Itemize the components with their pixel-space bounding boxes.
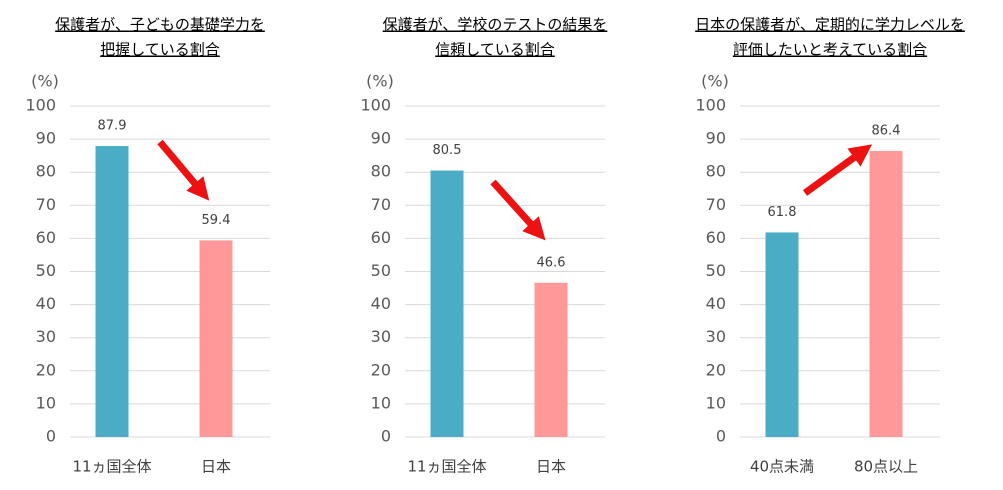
value-label: 59.4: [202, 213, 231, 228]
chart-title: 保護者が、子どもの基礎学力を: [55, 16, 265, 34]
arrow: [490, 179, 546, 241]
chart-title: 保護者が、学校のテストの結果を: [383, 16, 608, 34]
bar: [765, 232, 799, 437]
y-tick-label: 50: [36, 261, 56, 280]
y-tick-label: 40: [706, 294, 726, 313]
y-tick-label: 0: [381, 427, 391, 446]
value-label: 61.8: [768, 205, 797, 220]
y-tick-label: 60: [36, 228, 56, 247]
y-tick-label: 100: [25, 96, 56, 115]
bar: [869, 151, 903, 438]
y-tick-label: 20: [371, 360, 391, 379]
value-label: 46.6: [537, 255, 566, 270]
y-tick-label: 30: [36, 327, 56, 346]
y-tick-label: 70: [36, 195, 56, 214]
value-label: 80.5: [433, 143, 462, 158]
arrow: [157, 139, 210, 201]
chart-title: 評価したいと考えている割合: [733, 41, 927, 59]
bar: [199, 240, 233, 437]
chart-title: 把握している割合: [100, 41, 220, 59]
y-tick-label: 30: [371, 327, 391, 346]
x-tick-label: 11ヵ国全体: [72, 458, 151, 476]
y-tick-label: 80: [371, 162, 391, 181]
y-axis-label: (%): [31, 72, 59, 91]
y-tick-label: 100: [695, 96, 726, 115]
bar: [534, 282, 568, 437]
y-tick-label: 70: [371, 195, 391, 214]
y-tick-label: 20: [706, 360, 726, 379]
bar: [95, 146, 129, 437]
y-tick-label: 0: [46, 427, 56, 446]
x-tick-label: 40点未満: [750, 458, 814, 476]
arrows: [157, 139, 873, 241]
y-tick-label: 90: [706, 129, 726, 148]
x-tick-label: 11ヵ国全体: [407, 458, 486, 476]
y-tick-label: 50: [706, 261, 726, 280]
y-tick-label: 90: [371, 129, 391, 148]
y-axis-label: (%): [366, 72, 394, 91]
y-tick-label: 50: [371, 261, 391, 280]
x-tick-label: 日本: [536, 458, 566, 476]
x-tick-label: 80点以上: [854, 458, 918, 476]
y-tick-label: 90: [36, 129, 56, 148]
y-tick-label: 10: [36, 393, 56, 412]
arrow: [802, 144, 873, 196]
chart-title: 日本の保護者が、定期的に学力レベルを: [695, 16, 965, 34]
value-label: 86.4: [872, 124, 901, 139]
y-tick-label: 40: [371, 294, 391, 313]
y-tick-label: 60: [706, 228, 726, 247]
y-tick-label: 20: [36, 360, 56, 379]
y-tick-label: 80: [36, 162, 56, 181]
y-tick-label: 100: [360, 96, 391, 115]
y-tick-label: 80: [706, 162, 726, 181]
chart-title: 信頼している割合: [435, 41, 555, 59]
y-tick-label: 30: [706, 327, 726, 346]
y-axis-label: (%): [701, 72, 729, 91]
y-tick-label: 60: [371, 228, 391, 247]
value-label: 87.9: [98, 119, 127, 134]
y-tick-label: 70: [706, 195, 726, 214]
y-tick-label: 10: [371, 393, 391, 412]
y-tick-label: 0: [716, 427, 726, 446]
y-tick-label: 10: [706, 393, 726, 412]
bar: [430, 170, 464, 438]
y-tick-label: 40: [36, 294, 56, 313]
x-tick-label: 日本: [201, 458, 231, 476]
